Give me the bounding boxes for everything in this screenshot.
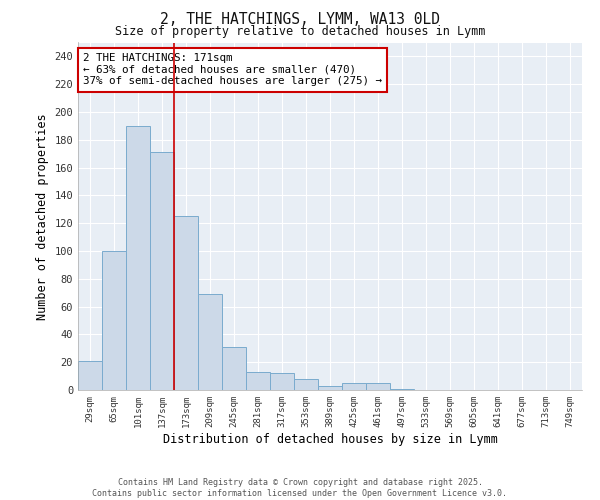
Bar <box>366 383 390 390</box>
Text: Contains HM Land Registry data © Crown copyright and database right 2025.
Contai: Contains HM Land Registry data © Crown c… <box>92 478 508 498</box>
Bar <box>246 372 270 390</box>
Text: Size of property relative to detached houses in Lymm: Size of property relative to detached ho… <box>115 25 485 38</box>
Bar <box>198 294 222 390</box>
Bar <box>150 152 174 390</box>
Bar <box>222 347 246 390</box>
Bar <box>126 126 150 390</box>
Bar <box>102 251 126 390</box>
Bar <box>270 374 294 390</box>
Text: 2, THE HATCHINGS, LYMM, WA13 0LD: 2, THE HATCHINGS, LYMM, WA13 0LD <box>160 12 440 28</box>
Bar <box>318 386 342 390</box>
Bar <box>294 379 318 390</box>
Bar <box>174 216 198 390</box>
Bar <box>78 361 102 390</box>
X-axis label: Distribution of detached houses by size in Lymm: Distribution of detached houses by size … <box>163 432 497 446</box>
Bar <box>390 388 414 390</box>
Text: 2 THE HATCHINGS: 171sqm
← 63% of detached houses are smaller (470)
37% of semi-d: 2 THE HATCHINGS: 171sqm ← 63% of detache… <box>83 53 382 86</box>
Bar <box>342 383 366 390</box>
Y-axis label: Number of detached properties: Number of detached properties <box>36 113 49 320</box>
